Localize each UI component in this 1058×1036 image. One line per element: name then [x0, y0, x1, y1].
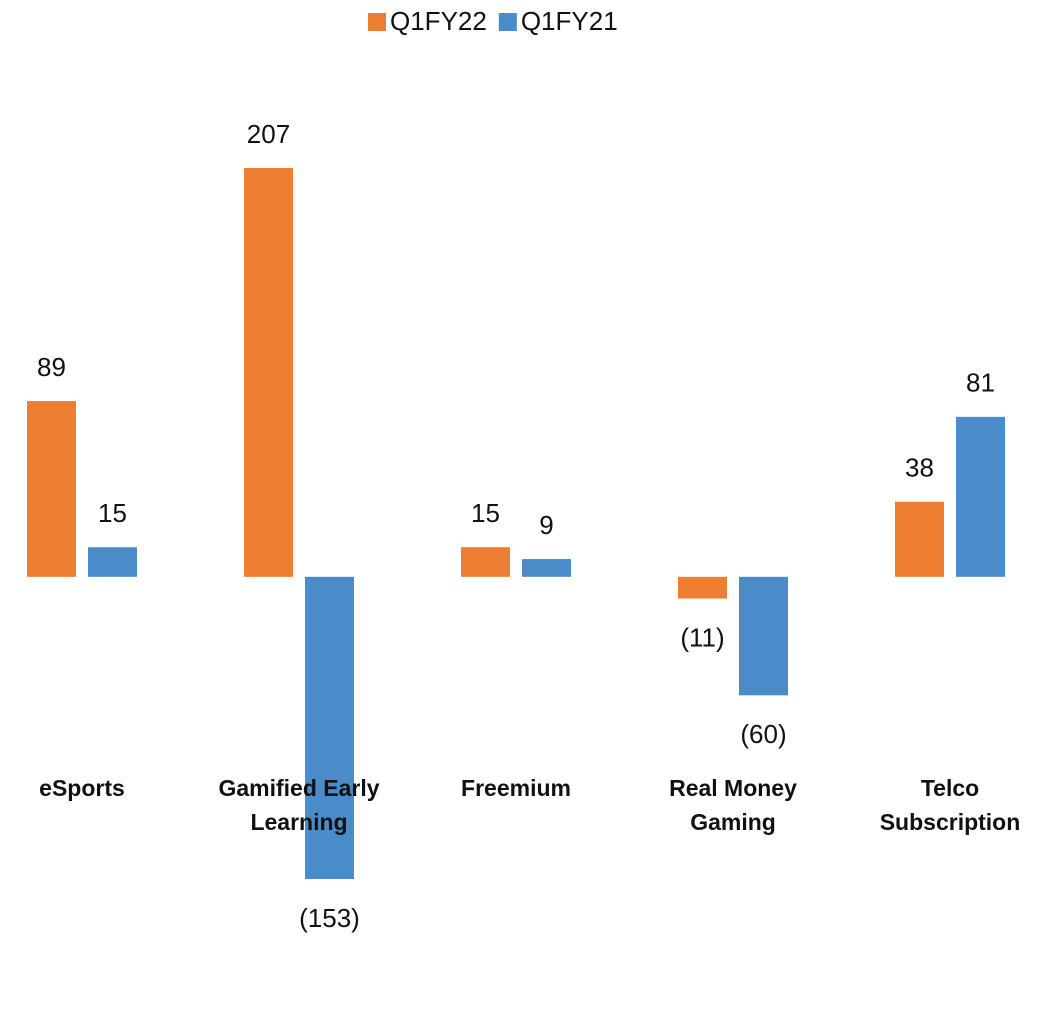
data-label: 38 [905, 453, 934, 483]
data-label: (11) [680, 622, 724, 652]
data-label: (153) [299, 903, 360, 933]
bar [739, 576, 788, 696]
data-label: 15 [98, 498, 127, 528]
x-tick-label: eSports [39, 775, 125, 801]
bar [27, 401, 76, 577]
legend-label: Q1FY22 [390, 6, 487, 36]
data-label: 89 [37, 352, 66, 382]
x-tick-label: Telco Subscription [879, 775, 1021, 835]
bar [678, 576, 727, 599]
bar [88, 547, 137, 577]
x-tick-label: Real Money Gaming [669, 775, 797, 835]
bar [244, 168, 293, 577]
bar [956, 416, 1005, 577]
data-label: 207 [247, 119, 290, 149]
bar [461, 547, 510, 577]
legend-swatch [368, 13, 386, 31]
legend-swatch [498, 13, 517, 31]
legend-label: Q1FY21 [521, 6, 618, 36]
x-tick-label: Gamified Early Learning [218, 775, 380, 835]
data-label: 81 [966, 368, 995, 398]
data-label: (60) [740, 719, 786, 749]
bar [895, 501, 944, 577]
data-label: 9 [539, 510, 553, 540]
data-label: 15 [471, 498, 500, 528]
x-tick-label: Freemium [461, 775, 571, 801]
bar [522, 559, 571, 577]
bar [305, 576, 354, 879]
